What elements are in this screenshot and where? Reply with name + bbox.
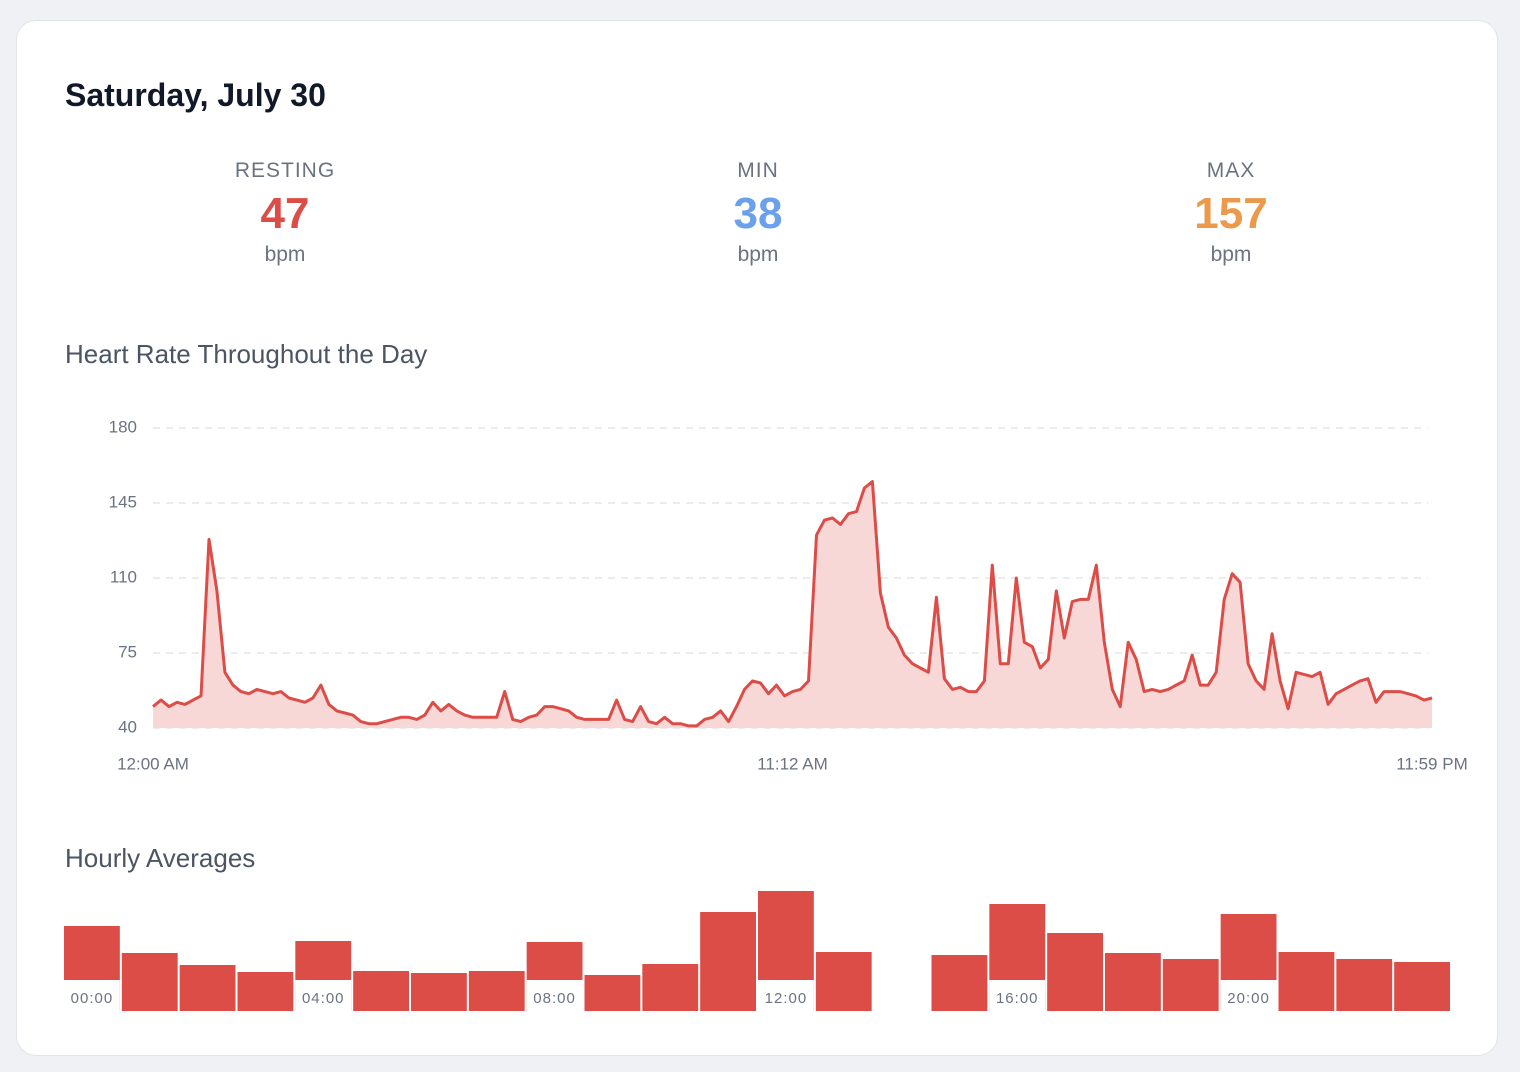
bar-label-bg [295, 980, 352, 1011]
stat-label: MAX [1206, 159, 1256, 182]
line [152, 480, 1433, 728]
stat-unit: bpm [1210, 243, 1252, 266]
bar [179, 965, 236, 1011]
bar [121, 953, 178, 1011]
bar [815, 952, 872, 1011]
stat-label: RESTING [234, 159, 336, 182]
bar [584, 975, 641, 1011]
section-title: Hourly Averages [65, 843, 256, 873]
bar [1047, 933, 1103, 1011]
stat: MIN 38 bpm [608, 159, 908, 267]
bar [1162, 959, 1219, 1011]
x-tick-label: 08:00 [533, 990, 576, 1007]
y-tick-label: 40 [118, 717, 137, 736]
bar-label-bg [526, 980, 583, 1011]
x-tick-label: 11:59 PM [1396, 754, 1468, 773]
bar [411, 973, 467, 1011]
bar-label-bg [758, 980, 814, 1011]
stat-value: 47 [260, 189, 310, 238]
bar [700, 912, 756, 1011]
bar [1394, 962, 1450, 1011]
area [153, 481, 1432, 728]
y-tick-label: 75 [118, 642, 137, 661]
y-tick-label: 180 [109, 417, 137, 436]
card-title: Saturday, July 30 [65, 77, 326, 113]
x-tick-label: 12:00 [765, 990, 808, 1007]
card: Saturday, July 30 RESTING 47 bpm MIN 38 bpm MA… [16, 20, 1498, 1056]
stat: RESTING 47 bpm [135, 159, 435, 267]
bar [1336, 959, 1393, 1011]
stat-unit: bpm [737, 243, 779, 266]
bar [1105, 953, 1161, 1011]
bar-label-bg [1220, 980, 1277, 1011]
bar [468, 971, 525, 1011]
bar [353, 971, 409, 1011]
y-tick-label: 110 [110, 567, 137, 586]
bar [1278, 952, 1335, 1011]
stat-unit: bpm [264, 243, 306, 266]
bar-label-bg [64, 980, 120, 1011]
x-tick-label: 16:00 [996, 990, 1039, 1007]
stat: MAX 157 bpm [1081, 159, 1381, 267]
y-tick-label: 145 [109, 492, 137, 511]
x-tick-label: 04:00 [302, 990, 345, 1007]
x-tick-label: 11:12 AM [757, 754, 828, 773]
bar [237, 972, 294, 1011]
bar-label-bg [989, 980, 1046, 1011]
x-tick-label: 20:00 [1227, 990, 1270, 1007]
bar [931, 955, 988, 1011]
bar [642, 964, 699, 1011]
stat-value: 157 [1194, 189, 1268, 238]
stat-value: 38 [733, 189, 783, 238]
x-tick-label: 12:00 AM [117, 754, 189, 773]
section-title: Heart Rate Throughout the Day [65, 339, 428, 369]
stat-label: MIN [737, 159, 779, 182]
x-tick-label: 00:00 [71, 990, 114, 1007]
